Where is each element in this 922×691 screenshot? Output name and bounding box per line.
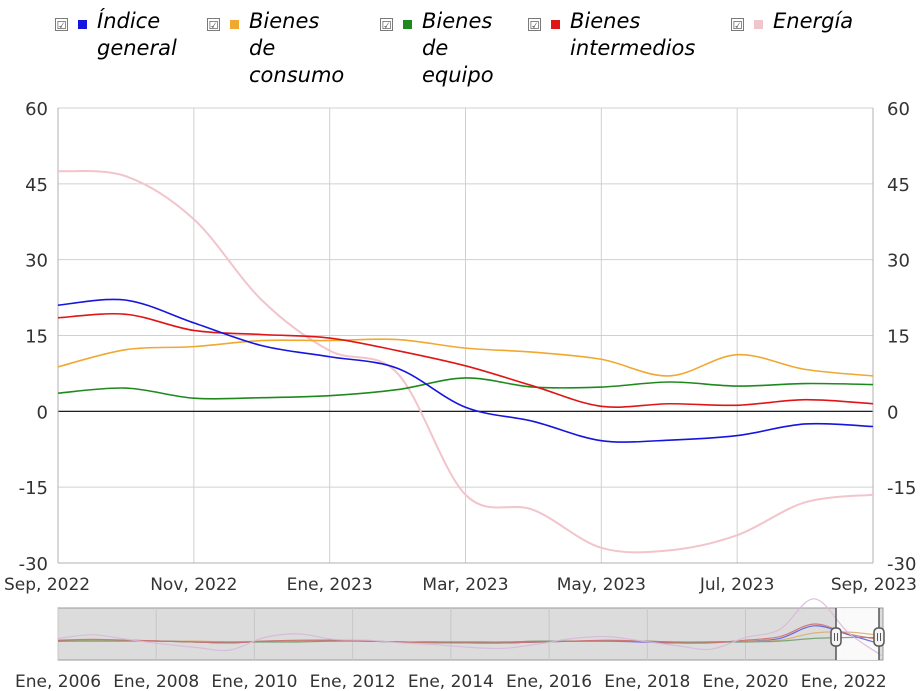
checkbox-icon[interactable]: ☑: [528, 18, 541, 32]
legend-label: Bienes: [422, 9, 493, 33]
navigator-tick-label: Ene, 2022: [801, 672, 887, 691]
navigator-tick-label: Ene, 2020: [702, 672, 788, 691]
legend-label: de: [249, 36, 276, 60]
x-tick-label: Jul, 2023: [699, 575, 775, 595]
series-line-bienes-intermedios: [57, 312, 874, 408]
y-tick-label: 45: [887, 175, 910, 196]
navigator-grip-icon[interactable]: [830, 627, 842, 647]
y-tick-label: -30: [887, 554, 916, 575]
navigator-line-bienes-intermedios: [57, 623, 884, 644]
checkbox-icon[interactable]: ☑: [380, 18, 393, 32]
checkbox-icon[interactable]: ☑: [731, 18, 744, 32]
navigator-tick-label: Ene, 2018: [604, 672, 690, 691]
y-tick-label: 60: [25, 99, 48, 120]
navigator-tick-label: Ene, 2010: [211, 672, 297, 691]
navigator-tick-label: Ene, 2014: [408, 672, 494, 691]
legend-swatch: [754, 20, 763, 29]
navigator-tick-label: Ene, 2006: [15, 672, 101, 691]
legend-label: equipo: [422, 63, 494, 87]
series-line-bienes-de-equipo: [57, 377, 874, 400]
legend-swatch: [551, 20, 560, 29]
y-tick-label: 0: [887, 402, 898, 423]
series-line-bienes-de-consumo: [57, 338, 874, 377]
legend-label: general: [97, 36, 177, 60]
legend-item-bienes-intermedios[interactable]: ☑ Bienes intermedios: [528, 8, 695, 62]
y-tick-label: -15: [19, 478, 48, 499]
x-tick-label: Sep, 2022: [4, 575, 90, 595]
x-tick-label: May, 2023: [557, 575, 646, 595]
legend-label: Índice: [97, 9, 161, 33]
legend-label: Bienes: [570, 9, 641, 33]
legend-item-bienes-de-consumo[interactable]: ☑ Bienes de consumo: [207, 8, 344, 89]
y-tick-label: 45: [25, 175, 48, 196]
y-tick-label: 15: [887, 327, 910, 348]
navigator-background: [57, 607, 884, 661]
legend-swatch: [230, 20, 239, 29]
y-tick-label: 0: [37, 402, 48, 423]
y-tick-label: -15: [887, 478, 916, 499]
x-tick-label: Sep, 2023: [831, 575, 917, 595]
navigator-tick-label: Ene, 2012: [310, 672, 396, 691]
legend-item-bienes-de-equipo[interactable]: ☑ Bienes de equipo: [380, 8, 494, 89]
y-tick-label: 60: [887, 99, 910, 120]
checkbox-icon[interactable]: ☑: [55, 18, 68, 32]
x-tick-label: Mar, 2023: [422, 575, 508, 595]
legend-label: de: [422, 36, 449, 60]
legend-item-energia[interactable]: ☑ Energía: [731, 8, 853, 35]
x-tick-label: Nov, 2022: [150, 575, 237, 595]
navigator-tick-label: Ene, 2008: [113, 672, 199, 691]
legend-swatch: [78, 20, 87, 29]
legend-swatch: [403, 20, 412, 29]
y-tick-label: 30: [25, 251, 48, 272]
legend-label: consumo: [249, 63, 345, 87]
legend-label: intermedios: [570, 36, 696, 60]
y-tick-label: 15: [25, 327, 48, 348]
x-tick-label: Ene, 2023: [287, 575, 373, 595]
legend-label: Energía: [773, 9, 854, 33]
navigator-tick-label: Ene, 2016: [506, 672, 592, 691]
y-tick-label: -30: [19, 554, 48, 575]
navigator-grip-icon[interactable]: [873, 627, 885, 647]
series-line-indice-general: [57, 298, 874, 443]
navigator-line-energia: [57, 598, 884, 657]
legend-item-indice-general[interactable]: ☑ Índice general: [55, 8, 177, 62]
y-tick-label: 30: [887, 251, 910, 272]
legend-label: Bienes: [249, 9, 320, 33]
checkbox-icon[interactable]: ☑: [207, 18, 220, 32]
series-line-energia: [57, 170, 874, 554]
